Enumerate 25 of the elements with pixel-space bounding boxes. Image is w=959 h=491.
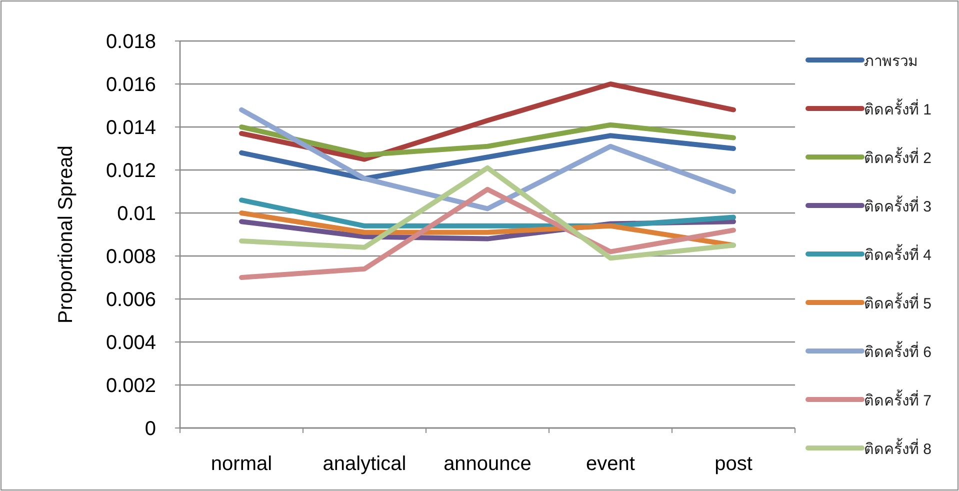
y-tick-label: 0.01	[117, 203, 156, 225]
y-tick-label: 0.008	[106, 246, 156, 268]
y-tick-label: 0.014	[106, 117, 156, 139]
legend-label: ติดครั้งที่ 4	[864, 244, 932, 264]
x-tick-label: event	[586, 453, 636, 475]
legend-label: ติดครั้งที่ 6	[864, 341, 932, 361]
y-tick-label: 0.018	[106, 31, 156, 53]
x-tick-label: analytical	[322, 453, 406, 475]
legend-label: ติดครั้งที่ 1	[864, 98, 932, 118]
legend-label: ติดครั้งที่ 7	[864, 390, 932, 410]
y-tick-label: 0.012	[106, 160, 156, 182]
y-tick-label: 0.004	[106, 332, 156, 354]
x-tick-label: normal	[210, 453, 272, 475]
y-tick-label: 0.006	[106, 289, 156, 311]
x-tick-label: post	[714, 453, 753, 475]
y-tick-label: 0	[144, 418, 156, 440]
legend-label: ติดครั้งที่ 8	[864, 438, 932, 458]
x-tick-label: announce	[444, 453, 532, 475]
legend-label: ติดครั้งที่ 2	[864, 147, 932, 167]
legend-label: ติดครั้งที่ 5	[864, 292, 932, 312]
y-tick-label: 0.002	[106, 375, 156, 397]
y-axis-title: Proportional Spread	[55, 146, 77, 324]
y-tick-label: 0.016	[106, 74, 156, 96]
legend-label: ภาพรวม	[864, 53, 918, 70]
legend-label: ติดครั้งที่ 3	[864, 196, 932, 216]
